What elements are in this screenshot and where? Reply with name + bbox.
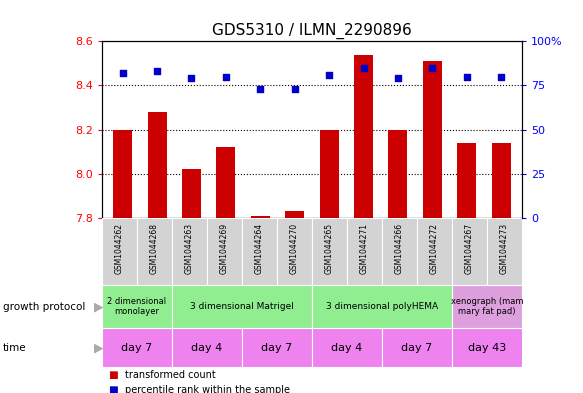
Text: ■: ■ (108, 370, 118, 380)
Point (394, 75, 403, 82)
Text: GSM1044268: GSM1044268 (150, 223, 159, 274)
Point (187, 75, 196, 82)
Title: GDS5310 / ILMN_2290896: GDS5310 / ILMN_2290896 (212, 22, 412, 39)
Text: GSM1044264: GSM1044264 (255, 223, 264, 274)
Bar (457, 143, 476, 218)
Text: GSM1044266: GSM1044266 (395, 223, 404, 274)
Bar (382, 218, 417, 285)
Text: ▶: ▶ (94, 341, 104, 354)
Point (255, 86, 265, 92)
Text: percentile rank within the sample: percentile rank within the sample (125, 385, 290, 393)
Bar (172, 328, 242, 367)
Text: 2 dimensional
monolayer: 2 dimensional monolayer (107, 297, 167, 316)
Bar (277, 218, 312, 285)
Bar (147, 112, 167, 218)
Text: day 7: day 7 (261, 343, 293, 353)
Text: growth protocol: growth protocol (3, 301, 85, 312)
Bar (382, 328, 452, 367)
Point (118, 70, 127, 76)
Point (497, 73, 506, 80)
Bar (452, 218, 487, 285)
Bar (388, 130, 408, 218)
Bar (417, 218, 452, 285)
Bar (354, 55, 373, 218)
Text: GSM1044263: GSM1044263 (185, 223, 194, 274)
Text: day 4: day 4 (191, 343, 223, 353)
Bar (216, 147, 236, 218)
Bar (182, 169, 201, 218)
Text: GSM1044272: GSM1044272 (430, 223, 439, 274)
Bar (102, 285, 172, 328)
Bar (242, 328, 312, 367)
Bar (251, 216, 270, 218)
Point (359, 64, 368, 71)
Text: xenograph (mam
mary fat pad): xenograph (mam mary fat pad) (451, 297, 523, 316)
Bar (423, 61, 442, 218)
Text: day 7: day 7 (121, 343, 153, 353)
Bar (319, 130, 339, 218)
Bar (347, 218, 382, 285)
Text: GSM1044273: GSM1044273 (500, 223, 509, 274)
Point (325, 72, 334, 78)
Bar (312, 218, 347, 285)
Bar (137, 218, 172, 285)
Text: ▶: ▶ (94, 300, 104, 313)
Text: 3 dimensional Matrigel: 3 dimensional Matrigel (190, 302, 294, 311)
Bar (207, 218, 242, 285)
Bar (172, 218, 207, 285)
Bar (102, 218, 137, 285)
Bar (452, 328, 522, 367)
Text: GSM1044270: GSM1044270 (290, 223, 299, 274)
Point (221, 73, 230, 80)
Point (290, 86, 299, 92)
Bar (242, 218, 277, 285)
Text: time: time (3, 343, 27, 353)
Text: day 43: day 43 (468, 343, 506, 353)
Text: day 7: day 7 (401, 343, 433, 353)
Text: transformed count: transformed count (125, 370, 216, 380)
Point (428, 64, 437, 71)
Text: GSM1044271: GSM1044271 (360, 223, 369, 274)
Bar (102, 328, 172, 367)
Bar (491, 143, 511, 218)
Point (462, 73, 472, 80)
Bar (487, 218, 522, 285)
Bar (285, 211, 304, 218)
Text: GSM1044267: GSM1044267 (465, 223, 474, 274)
Text: GSM1044265: GSM1044265 (325, 223, 334, 274)
Text: GSM1044262: GSM1044262 (115, 223, 124, 274)
Text: GSM1044269: GSM1044269 (220, 223, 229, 274)
Bar (452, 285, 522, 328)
Text: 3 dimensional polyHEMA: 3 dimensional polyHEMA (326, 302, 438, 311)
Point (152, 68, 161, 75)
Text: ■: ■ (108, 385, 118, 393)
Bar (172, 285, 312, 328)
Bar (312, 328, 382, 367)
Text: day 4: day 4 (331, 343, 363, 353)
Bar (312, 285, 452, 328)
Bar (113, 130, 132, 218)
